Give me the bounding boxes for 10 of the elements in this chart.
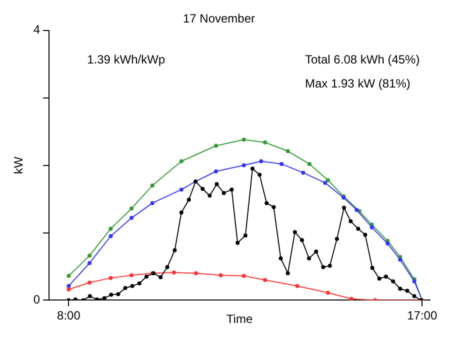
y-axis-title: kW — [12, 156, 26, 174]
annotation: Max 1.93 kW (81%) — [305, 76, 410, 91]
y-tick-label: 0 — [33, 292, 40, 307]
x-axis-title: Time — [226, 312, 253, 326]
y-tick-label: 4 — [33, 22, 40, 37]
annotation: Total 6.08 kWh (45%) — [305, 52, 420, 67]
annotation: 1.39 kWh/kWp — [87, 52, 166, 67]
chart-title: 17 November — [182, 12, 256, 26]
x-tick-label: 8:00 — [57, 308, 81, 323]
x-tick-label: 17:00 — [407, 308, 438, 323]
